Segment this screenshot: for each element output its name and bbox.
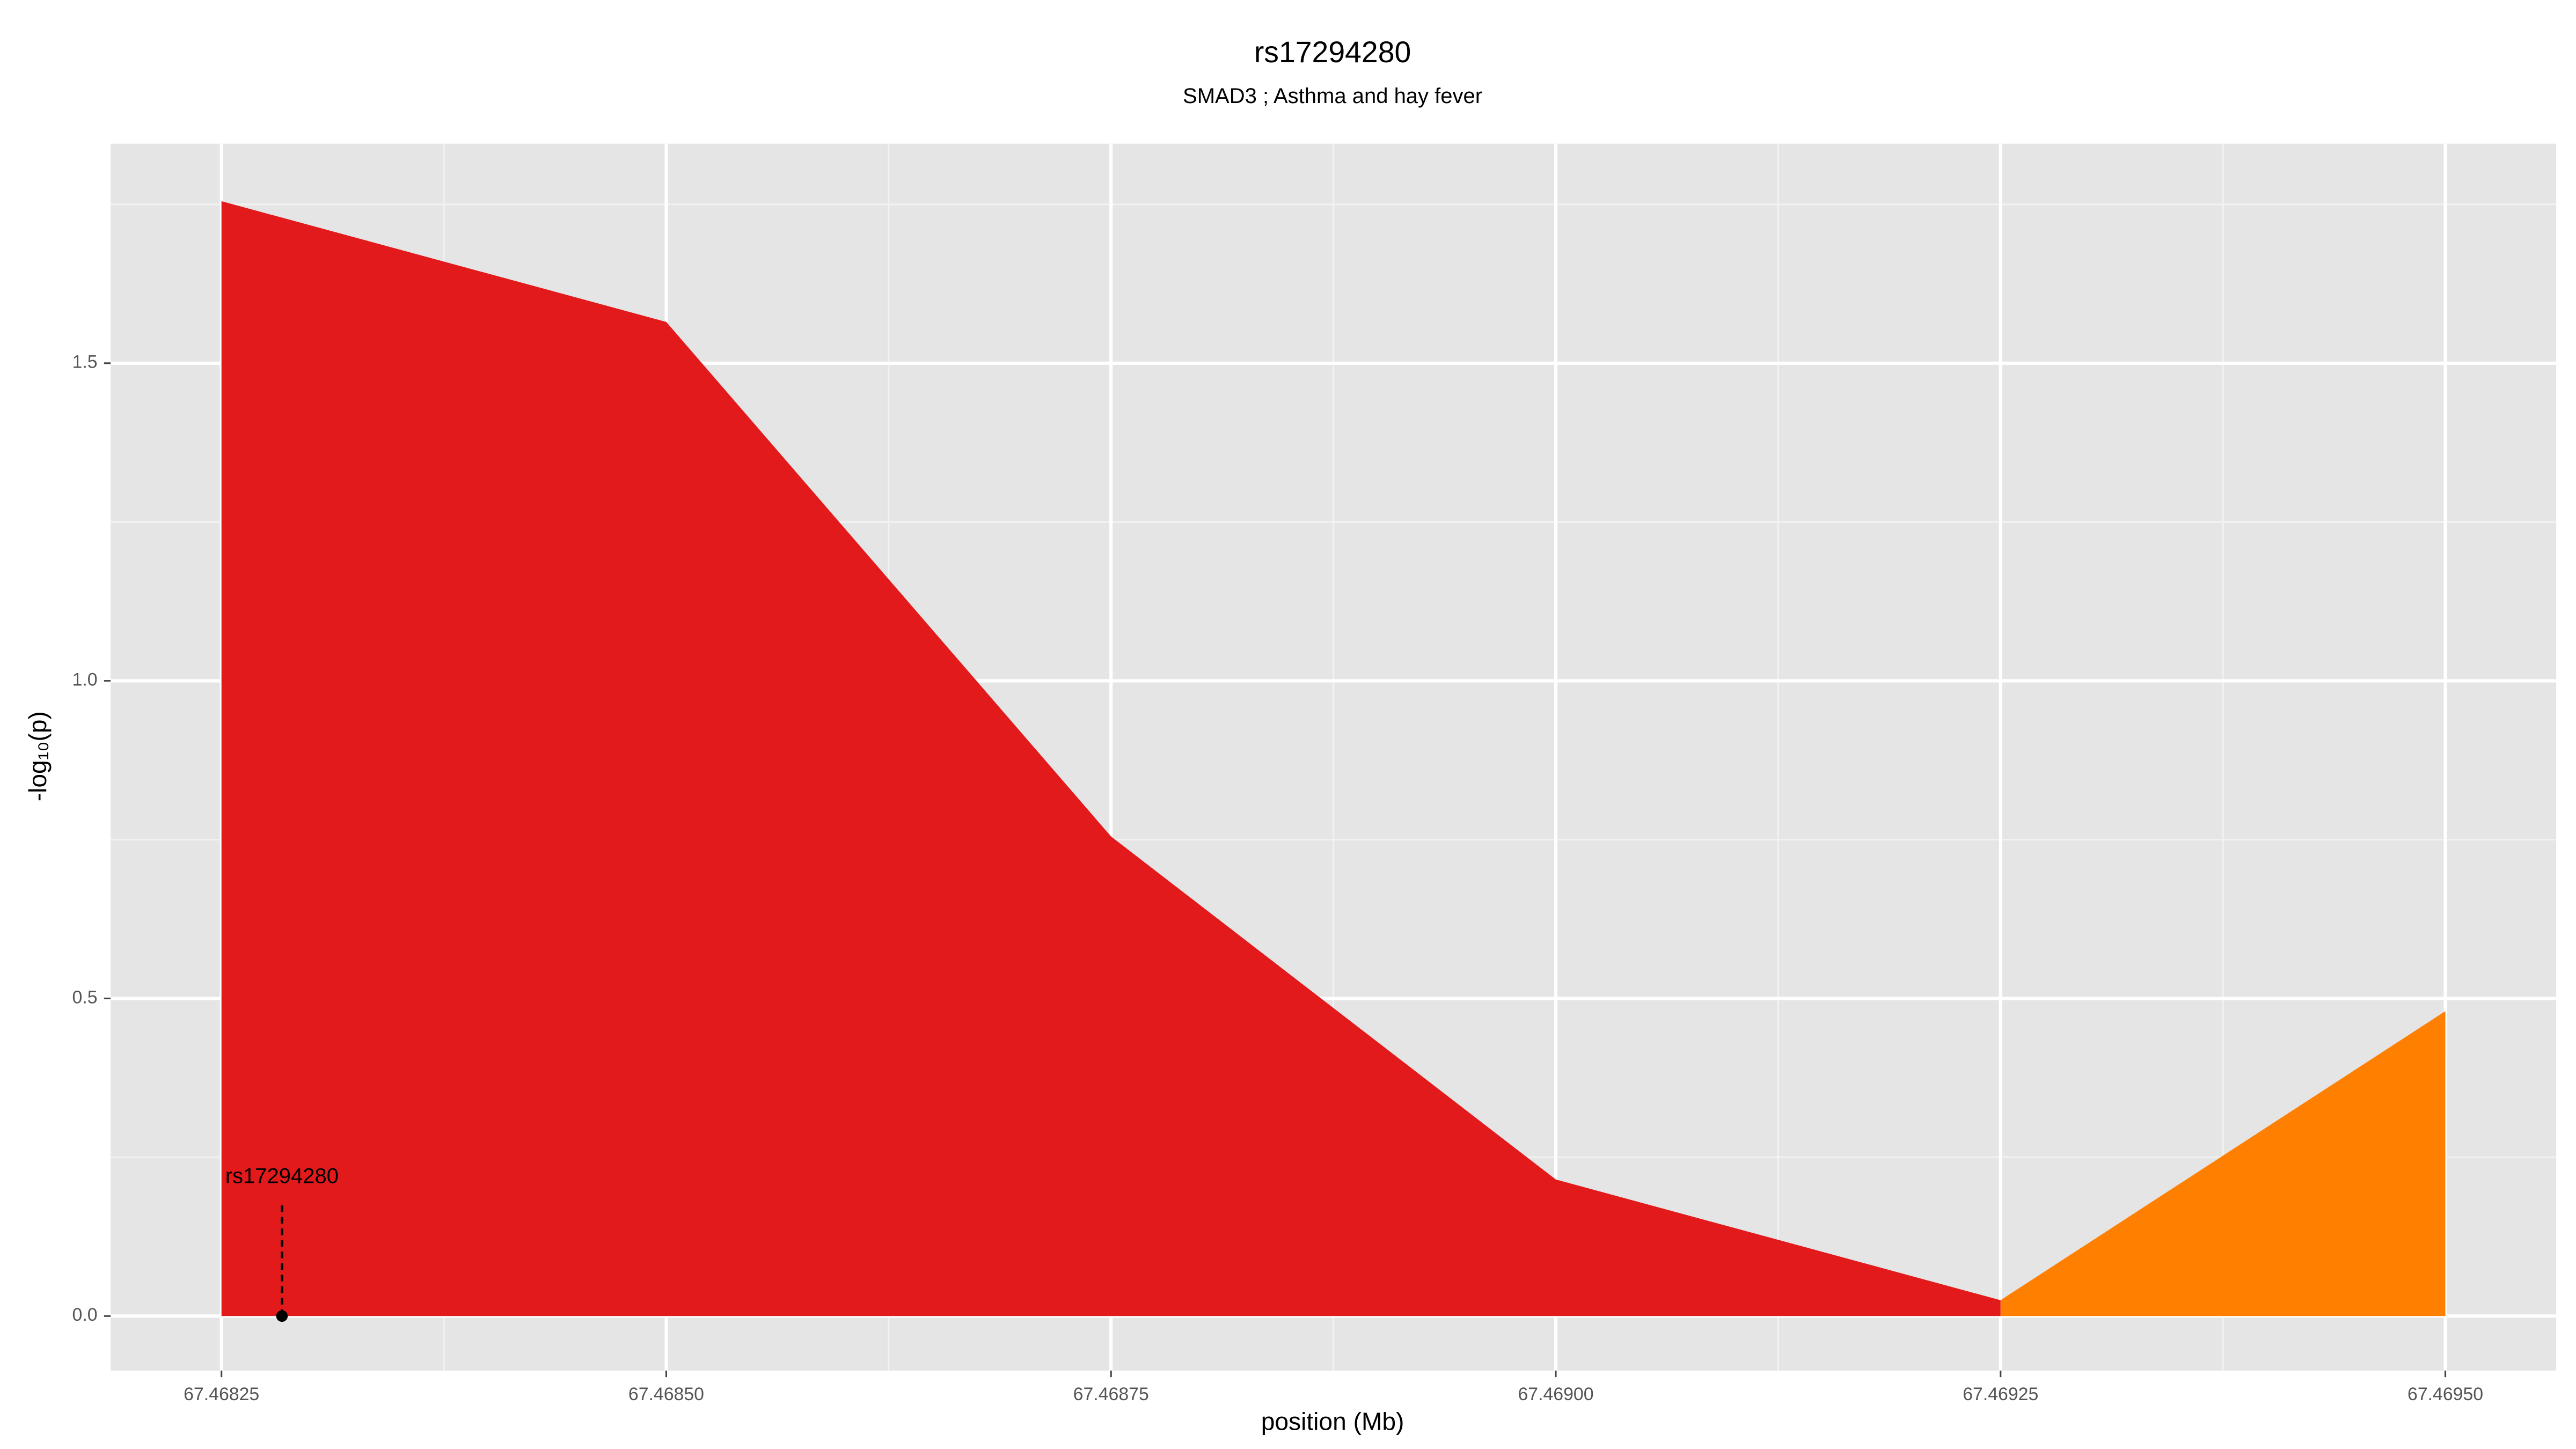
x-tick-label: 67.46825 bbox=[184, 1384, 259, 1404]
chart-subtitle: SMAD3 ; Asthma and hay fever bbox=[1183, 84, 1482, 108]
y-tick-label: 0.0 bbox=[72, 1305, 98, 1325]
x-tick-label: 67.46950 bbox=[2407, 1384, 2483, 1404]
x-tick-label: 67.46900 bbox=[1518, 1384, 1593, 1404]
y-tick-label: 1.5 bbox=[72, 352, 98, 372]
x-tick-label: 67.46850 bbox=[628, 1384, 704, 1404]
y-tick-label: 0.5 bbox=[72, 987, 98, 1007]
annotation-label: rs17294280 bbox=[225, 1164, 339, 1188]
area bbox=[221, 201, 2001, 1316]
y-axis-label: -log₁₀(p) bbox=[24, 711, 52, 801]
annotation-point bbox=[276, 1310, 288, 1322]
x-tick-label: 67.46875 bbox=[1073, 1384, 1149, 1404]
chart-title: rs17294280 bbox=[1254, 35, 1411, 69]
x-tick-label: 67.46925 bbox=[1963, 1384, 2038, 1404]
y-tick-label: 1.0 bbox=[72, 670, 98, 690]
x-axis-label: position (Mb) bbox=[1261, 1407, 1404, 1435]
area bbox=[2000, 1011, 2446, 1316]
